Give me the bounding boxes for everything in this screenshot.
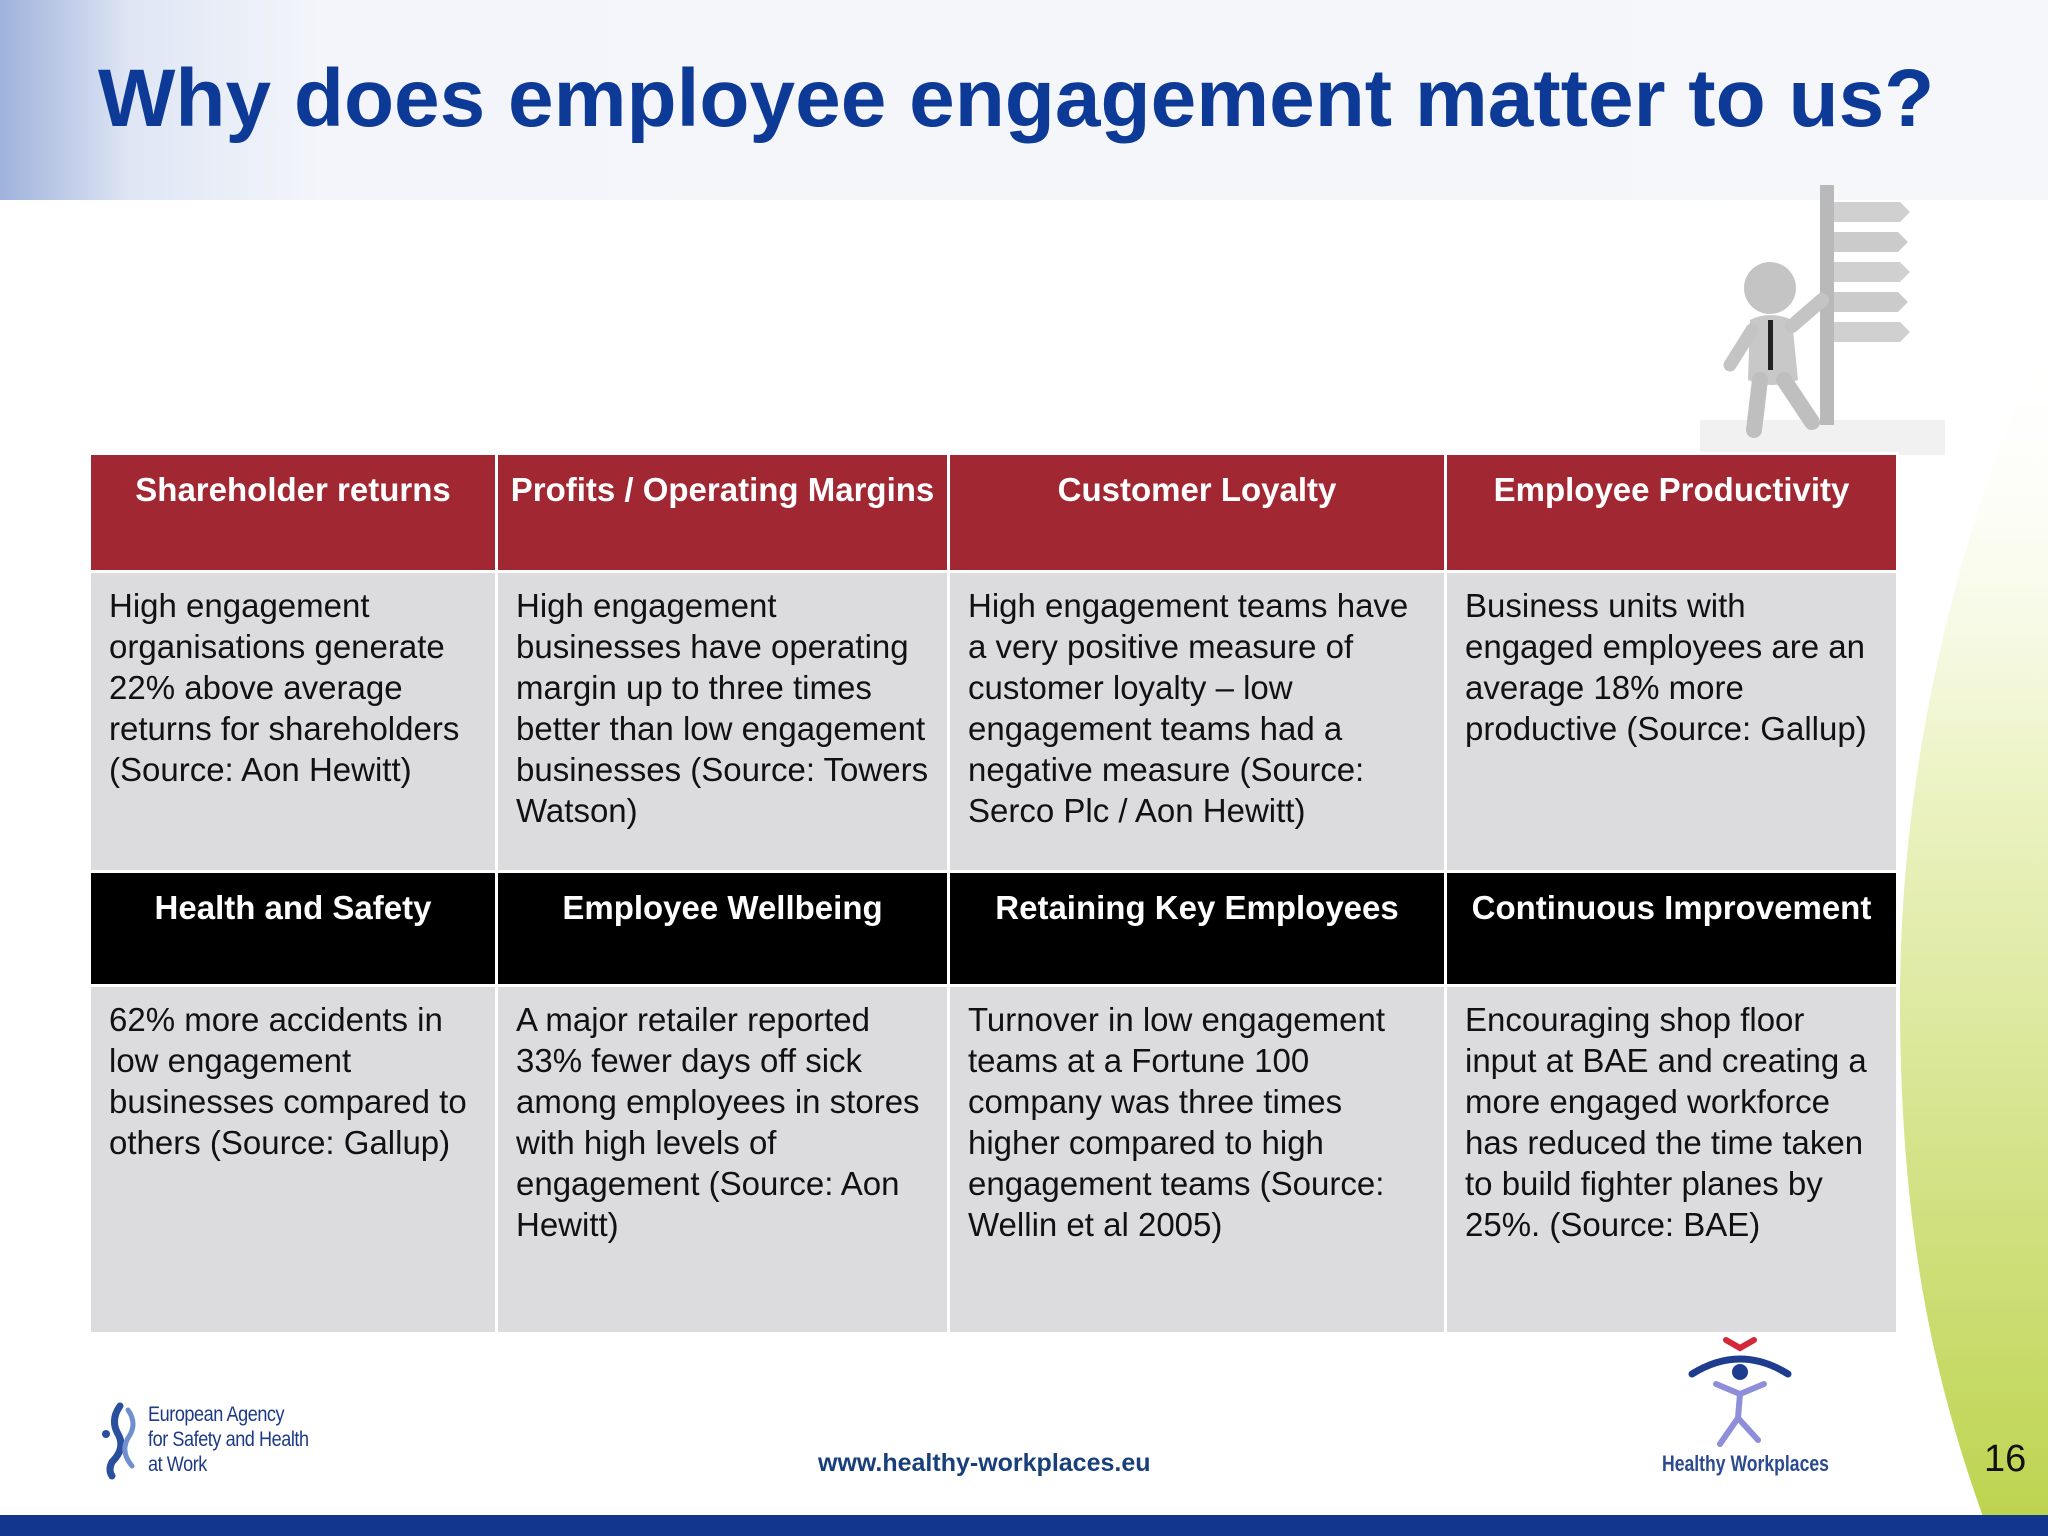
- agency-line-2: for Safety and Health: [148, 1428, 309, 1451]
- table-header-row: Health and Safety Employee Wellbeing Ret…: [88, 870, 1899, 987]
- cell-continuous-improvement: Encouraging shop floor input at BAE and …: [1444, 984, 1899, 1335]
- slide-title: Why does employee engagement matter to u…: [98, 53, 1935, 144]
- header-profits-operating-margins: Profits / Operating Margins: [495, 452, 950, 573]
- agency-line-3: at Work: [148, 1453, 207, 1476]
- header-employee-productivity: Employee Productivity: [1444, 452, 1899, 573]
- cell-profits-operating-margins: High engagement businesses have operatin…: [495, 570, 950, 873]
- table-row: High engagement organisations generate 2…: [88, 570, 1899, 873]
- cell-health-and-safety: 62% more accidents in low engagement bus…: [88, 984, 498, 1335]
- healthy-workplaces-logo-icon: [1688, 1337, 1792, 1447]
- header-health-and-safety: Health and Safety: [88, 870, 498, 987]
- table-header-row: Shareholder returns Profits / Operating …: [88, 452, 1899, 573]
- footer-bar: [0, 1515, 2048, 1536]
- page-number: 16: [1984, 1438, 2027, 1480]
- cell-retaining-key-employees: Turnover in low engagement teams at a Fo…: [947, 984, 1447, 1335]
- signpost-figure-icon: [1700, 185, 1945, 455]
- header-customer-loyalty: Customer Loyalty: [947, 452, 1447, 573]
- cell-employee-productivity: Business units with engaged employees ar…: [1444, 570, 1899, 873]
- cell-shareholder-returns: High engagement organisations generate 2…: [88, 570, 498, 873]
- header-band: [0, 0, 2048, 200]
- eu-osha-logo-icon: [102, 1402, 136, 1480]
- agency-line-1: European Agency: [148, 1403, 285, 1426]
- header-continuous-improvement: Continuous Improvement: [1444, 870, 1899, 987]
- header-employee-wellbeing: Employee Wellbeing: [495, 870, 950, 987]
- engagement-benefits-table: Shareholder returns Profits / Operating …: [88, 452, 1899, 1335]
- cell-customer-loyalty: High engagement teams have a very positi…: [947, 570, 1447, 873]
- header-retaining-key-employees: Retaining Key Employees: [947, 870, 1447, 987]
- header-shareholder-returns: Shareholder returns: [88, 452, 498, 573]
- website-link[interactable]: www.healthy-workplaces.eu: [818, 1449, 1151, 1477]
- healthy-workplaces-logo-text: Healthy Workplaces: [1662, 1451, 1829, 1476]
- cell-employee-wellbeing: A major retailer reported 33% fewer days…: [495, 984, 950, 1335]
- table-row: 62% more accidents in low engagement bus…: [88, 984, 1899, 1335]
- eu-osha-logo-text: European Agency for Safety and Health at…: [148, 1402, 337, 1477]
